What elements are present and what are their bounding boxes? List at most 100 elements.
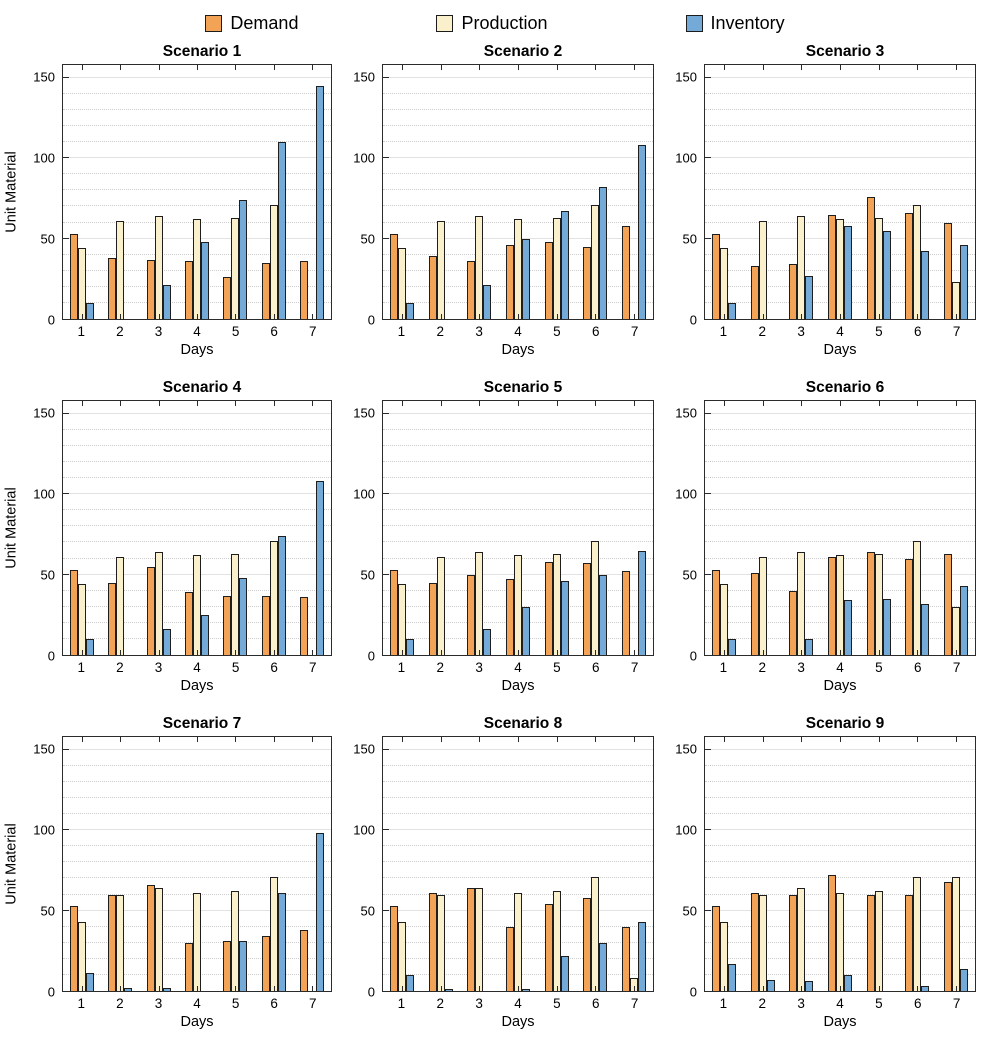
legend-label-demand: Demand [230,12,299,33]
day-group-7 [936,65,975,319]
x-tick-mark [762,737,764,742]
bar-production [154,552,163,655]
x-tick-mark [518,401,520,406]
bar-demand [428,582,437,655]
bar-production [874,891,883,991]
minor-gridline [63,525,331,527]
x-tick-mark [120,650,122,655]
bar-demand [750,265,759,319]
x-tick-label: 2 [758,995,767,1011]
bar-inventory [406,638,415,655]
major-gridline [63,157,331,159]
x-tick-mark [724,650,726,655]
day-group-6 [254,737,292,991]
x-tick-label: 5 [875,659,883,675]
bar-production [154,216,163,319]
major-gridline [383,493,653,495]
subplot-scenario-8: Scenario 8 0 50 100 150 1 2 3 4 5 6 7 Days [342,712,664,1048]
bar-production [398,248,407,319]
x-axis-ticks: 1 2 3 4 5 6 7 [2,656,342,678]
x-tick-label: 5 [231,995,240,1011]
x-axis-ticks: 1 2 3 4 5 6 7 [342,320,664,342]
major-gridline [383,412,653,414]
x-tick-mark [273,737,275,742]
bar-inventory [805,275,814,319]
minor-gridline [705,445,975,447]
minor-gridline [63,205,331,207]
x-tick-mark [762,650,764,655]
x-tick-mark [82,650,84,655]
day-group-6 [254,401,292,655]
minor-gridline [383,109,653,111]
day-group-2 [101,737,139,991]
day-group-4 [178,401,216,655]
y-tick-label: 150 [353,69,375,85]
y-tick-label: 0 [689,312,697,328]
y-tick-mark [383,748,389,750]
x-tick-label: 6 [270,995,278,1011]
x-tick-mark [595,401,597,406]
x-tick-label: 1 [397,995,406,1011]
x-axis-ticks: 1 2 3 4 5 6 7 [664,656,986,678]
x-tick-label: 6 [913,659,922,675]
x-tick-label: 4 [836,659,844,675]
major-gridline [383,76,653,78]
x-tick-mark [479,650,481,655]
x-tick-label: 3 [797,995,805,1011]
x-tick-label: 1 [77,659,86,675]
y-tick-mark [383,909,389,911]
day-group-1 [705,65,744,319]
x-tick-mark [595,986,597,991]
bar-groups [705,65,975,319]
bar-demand [943,222,952,319]
y-tick-label: 50 [682,231,697,247]
bar-production [192,555,201,655]
x-tick-mark [633,650,635,655]
x-tick-label: 3 [475,995,483,1011]
day-group-1 [383,65,422,319]
x-tick-label: 6 [270,659,278,675]
bar-production [116,220,125,319]
bar-production [514,892,523,991]
plot-area [382,64,654,320]
major-gridline [705,157,975,159]
minor-gridline [63,477,331,479]
bar-demand [428,892,437,991]
minor-gridline [383,764,653,766]
charts-grid: Scenario 1 Unit Material 0 50 100 150 1 2 3 4 5 6 7 D… [0,40,990,1048]
chart-legend: Demand Production Inventory [0,0,990,40]
bar-demand [146,566,155,655]
x-tick-mark [82,314,84,319]
y-tick-mark [383,237,389,239]
bar-production [591,876,600,991]
bar-inventory [315,481,324,655]
bar-production [475,888,484,991]
bar-demand [789,590,798,655]
x-tick-mark [518,737,520,742]
x-axis-label: Days [501,342,535,358]
bar-inventory [959,968,968,991]
bar-demand [184,592,193,655]
x-tick-label: 6 [591,323,600,339]
x-tick-mark [120,314,122,319]
x-tick-label: 7 [630,659,639,675]
x-tick-mark [556,986,558,991]
major-gridline [705,493,975,495]
x-tick-mark [917,65,919,70]
bar-demand [621,225,630,319]
bar-production [836,555,845,655]
bar-inventory [637,145,646,319]
bar-inventory [162,987,171,991]
y-tick-mark [63,829,69,831]
x-tick-mark [273,986,275,991]
x-tick-mark [878,65,880,70]
bar-demand [866,196,875,319]
y-tick-label: 0 [367,984,375,1000]
chart-title: Scenario 3 [805,43,885,60]
bar-demand [146,259,155,319]
chart-title: Scenario 8 [483,715,563,732]
day-group-2 [422,65,461,319]
day-group-4 [821,737,860,991]
x-tick-label: 1 [397,323,406,339]
x-tick-label: 7 [309,659,317,675]
